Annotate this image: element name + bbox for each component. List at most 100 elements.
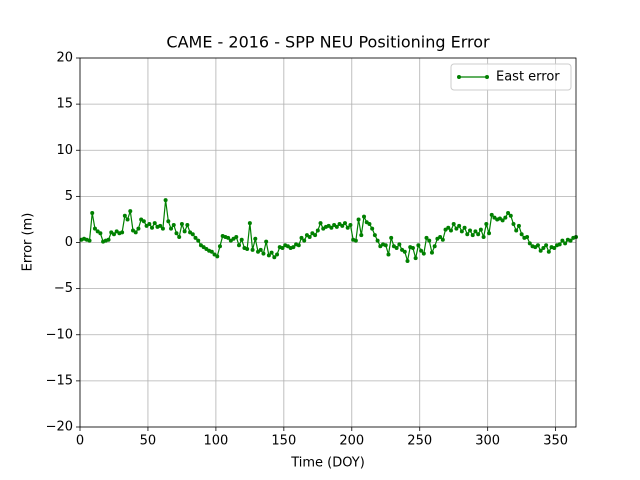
data-point [245, 246, 250, 251]
x-tick-label: 300 [475, 434, 500, 449]
data-point [487, 231, 492, 236]
data-point [429, 250, 434, 255]
data-point [158, 223, 163, 228]
data-point [253, 236, 258, 241]
data-point [236, 243, 241, 248]
data-point [516, 223, 521, 228]
x-tick-label: 250 [407, 434, 432, 449]
data-point [141, 219, 146, 224]
data-point [269, 250, 274, 255]
data-point [535, 243, 540, 248]
data-point [506, 210, 511, 215]
data-point [92, 226, 97, 231]
data-point [299, 235, 304, 240]
data-point [150, 225, 155, 230]
data-point [402, 249, 407, 254]
data-point [484, 222, 489, 227]
data-point [136, 226, 141, 231]
data-point [193, 235, 198, 240]
data-point [166, 219, 171, 224]
data-point [416, 243, 421, 248]
data-point [160, 226, 165, 231]
data-point [465, 232, 470, 237]
data-point [258, 247, 263, 252]
data-point [280, 246, 285, 251]
data-point [367, 222, 372, 227]
data-point [525, 234, 530, 239]
data-point [226, 235, 231, 240]
y-axis-label: Error (m) [21, 213, 36, 272]
data-point [563, 241, 568, 246]
data-point [177, 234, 182, 239]
legend-marker [457, 75, 461, 79]
y-tick-label: −20 [46, 420, 73, 435]
data-point [348, 222, 353, 227]
data-point [538, 248, 543, 253]
data-point [266, 253, 271, 258]
data-point [171, 222, 176, 227]
y-tick-label: 20 [56, 51, 73, 66]
data-point [264, 239, 269, 244]
data-point [508, 213, 513, 218]
plot-frame [79, 57, 577, 428]
data-point [462, 225, 467, 230]
data-point [519, 232, 524, 237]
data-point [296, 243, 301, 248]
data-point [190, 232, 195, 237]
data-point [147, 222, 152, 227]
data-point [438, 234, 443, 239]
data-point [440, 237, 445, 242]
y-tick-label: 5 [65, 189, 73, 204]
data-point [451, 222, 456, 227]
data-point [315, 228, 320, 233]
data-point [454, 226, 459, 231]
data-point [239, 237, 244, 242]
data-point [345, 225, 350, 230]
data-point [179, 222, 184, 227]
legend-box [450, 63, 572, 91]
data-point [489, 212, 494, 217]
x-tick-label: 0 [76, 434, 84, 449]
data-point [275, 252, 280, 257]
y-tick-label: −5 [54, 281, 73, 296]
data-point [560, 238, 565, 243]
data-point [541, 246, 546, 251]
data-point [500, 218, 505, 223]
data-point [329, 225, 334, 230]
data-point [552, 246, 557, 251]
data-point [446, 225, 451, 230]
data-point [386, 252, 391, 257]
data-point [424, 235, 429, 240]
data-point [247, 221, 252, 226]
data-point [405, 258, 410, 263]
data-point [340, 223, 345, 228]
data-point [527, 241, 532, 246]
data-point [250, 247, 255, 252]
data-point [122, 213, 127, 218]
data-point [342, 221, 347, 226]
data-point [313, 233, 318, 238]
x-tick-label: 100 [203, 434, 228, 449]
data-point [546, 249, 551, 254]
data-point [353, 238, 358, 243]
data-point [169, 226, 174, 231]
y-tick-label: −15 [46, 373, 73, 388]
data-point [291, 245, 296, 250]
data-point [470, 233, 475, 238]
data-point [302, 238, 307, 243]
data-point [182, 229, 187, 234]
chart-title: CAME - 2016 - SPP NEU Positioning Error [166, 33, 490, 52]
data-point [468, 228, 473, 233]
data-point [473, 229, 478, 234]
data-point [359, 233, 364, 238]
data-point [432, 244, 437, 249]
data-point [334, 224, 339, 229]
data-point [106, 237, 111, 242]
data-point [111, 232, 116, 237]
y-tick-label: 15 [56, 97, 73, 112]
data-point [362, 214, 367, 219]
data-point [478, 227, 483, 232]
data-point [152, 221, 157, 226]
data-point [217, 244, 222, 249]
